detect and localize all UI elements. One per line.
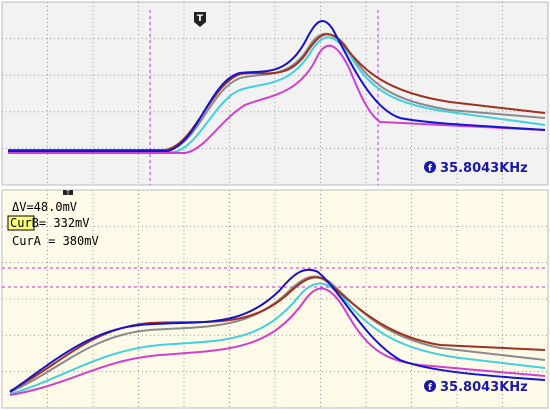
freq-icon <box>424 161 436 173</box>
frequency: 35.8043KHz <box>440 161 528 176</box>
waveform <box>8 36 546 153</box>
panel-bg <box>1 1 549 186</box>
readout-value: =48.0mV <box>26 200 77 214</box>
highlight <box>7 215 35 231</box>
readout-label: ΔV <box>12 200 26 214</box>
waveform <box>9 268 546 393</box>
waveform <box>9 276 546 392</box>
top-panel: T f 35.8043KHz <box>1 1 549 186</box>
trigger-label: T <box>65 190 70 197</box>
readout-value: = 380mV <box>41 234 99 248</box>
waveform <box>9 287 546 396</box>
readouts: ΔV=48.0mV CurB= 332mV CurA = 380mV <box>10 200 99 248</box>
trigger-marker: T <box>194 12 206 27</box>
waveform <box>8 32 546 151</box>
grid <box>2 2 548 185</box>
readout: CurA = 380mV <box>12 234 99 248</box>
readout: CurB= 332mV <box>10 216 89 230</box>
trigger-marker: T <box>63 190 73 197</box>
waveform <box>9 282 546 395</box>
readout: ΔV=48.0mV <box>12 200 77 214</box>
freq-icon-glyph: f <box>428 383 432 393</box>
readout-label: CurA <box>12 234 42 248</box>
waveform <box>8 44 546 154</box>
trigger-label: T <box>197 14 204 24</box>
freq-icon <box>424 380 436 392</box>
readout-value: = 332mV <box>39 216 90 230</box>
waveform <box>8 20 546 152</box>
bottom-panel: T ΔV=48.0mV CurB= 332mV CurA = 380mV f 3… <box>1 189 549 409</box>
freq-icon-glyph: f <box>428 164 432 174</box>
grid <box>2 190 548 408</box>
readout-label: CurB <box>10 216 39 230</box>
frequency: 35.8043KHz <box>440 380 528 395</box>
